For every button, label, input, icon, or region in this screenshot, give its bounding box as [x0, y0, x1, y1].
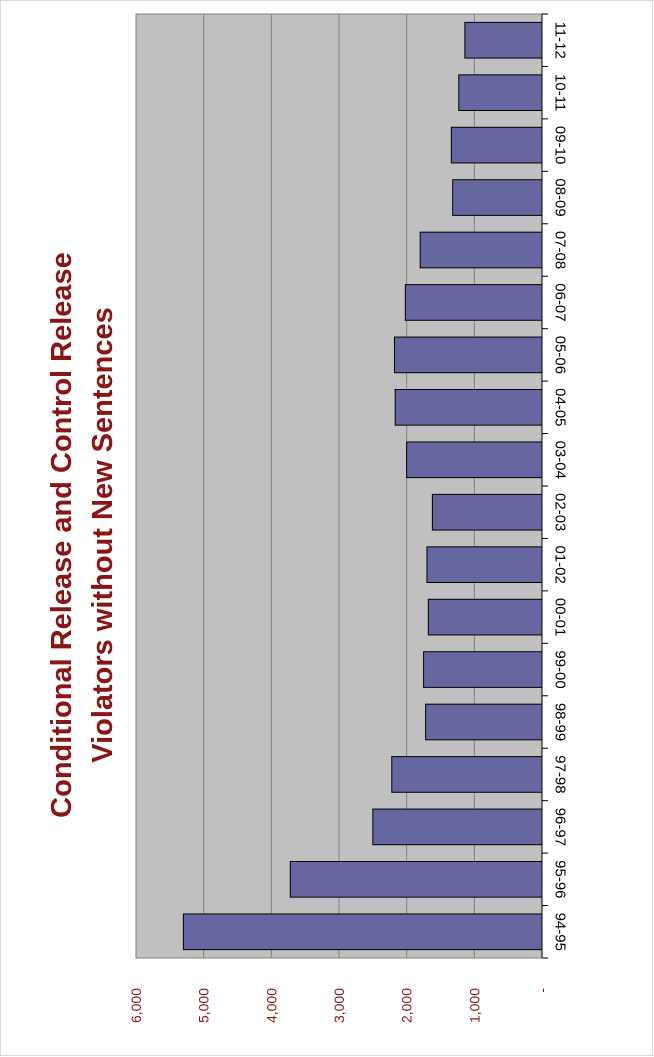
category-ticks	[542, 13, 548, 959]
bar-11-12	[464, 21, 543, 59]
value-tick-label: 1,000	[466, 988, 482, 1023]
category-label: 00-01	[552, 598, 569, 636]
bar-96-97	[372, 808, 543, 846]
category-label: 05-06	[552, 336, 569, 374]
value-tick-label: 5,000	[196, 988, 212, 1023]
bar-06-07	[404, 284, 543, 321]
value-tick-label: -	[534, 988, 550, 993]
bar-03-04	[406, 441, 543, 479]
category-label: 10-11	[552, 74, 569, 111]
bar-10-11	[458, 74, 543, 111]
value-tick-label: 6,000	[128, 988, 144, 1023]
title-line: Conditional Release and Control Release	[46, 252, 78, 818]
category-label: 04-05	[552, 388, 569, 426]
bar-02-03	[431, 493, 543, 531]
bar-99-00	[423, 651, 543, 688]
title-line: Violators without New Sentences	[87, 307, 119, 763]
category-labels: 94-95 95-96 96-97 97-98 98-99 99-00 00-01 01-02…	[552, 22, 569, 951]
category-label: 99-00	[552, 650, 569, 688]
category-label: 98-99	[552, 703, 569, 741]
category-label: 02-03	[552, 493, 569, 531]
category-label: 11-12	[552, 22, 569, 59]
value-tick-label: 3,000	[331, 988, 347, 1023]
category-label: 95-96	[552, 860, 569, 898]
chart-title: Conditional Release and Control Release V…	[46, 252, 119, 818]
gridlines	[135, 14, 475, 958]
bar-07-08	[419, 231, 543, 269]
bar-01-02	[426, 546, 543, 583]
bar-95-96	[289, 861, 543, 898]
value-tick-label: 4,000	[263, 988, 279, 1023]
bars	[182, 21, 543, 951]
bar-94-95	[182, 913, 543, 951]
bar-97-98	[391, 756, 543, 793]
category-label: 09-10	[552, 126, 569, 164]
category-label: 94-95	[552, 913, 569, 951]
category-label: 06-07	[552, 283, 569, 321]
category-label: 97-98	[552, 755, 569, 793]
category-label: 07-08	[552, 231, 569, 269]
category-label: 08-09	[552, 178, 569, 216]
bar-09-10	[450, 126, 543, 164]
bar-00-01	[427, 598, 543, 636]
category-label: 03-04	[552, 441, 569, 479]
bar-04-05	[394, 389, 543, 426]
category-label: 01-02	[552, 545, 569, 583]
bar-98-99	[425, 703, 543, 741]
value-tick-label: 2,000	[399, 988, 415, 1023]
bar-05-06	[393, 336, 543, 374]
bar-08-09	[452, 179, 543, 216]
category-label: 96-97	[552, 808, 569, 846]
value-axis-labels: - 1,000 2,000 3,000 4,000 5,000 6,000	[128, 988, 550, 1023]
